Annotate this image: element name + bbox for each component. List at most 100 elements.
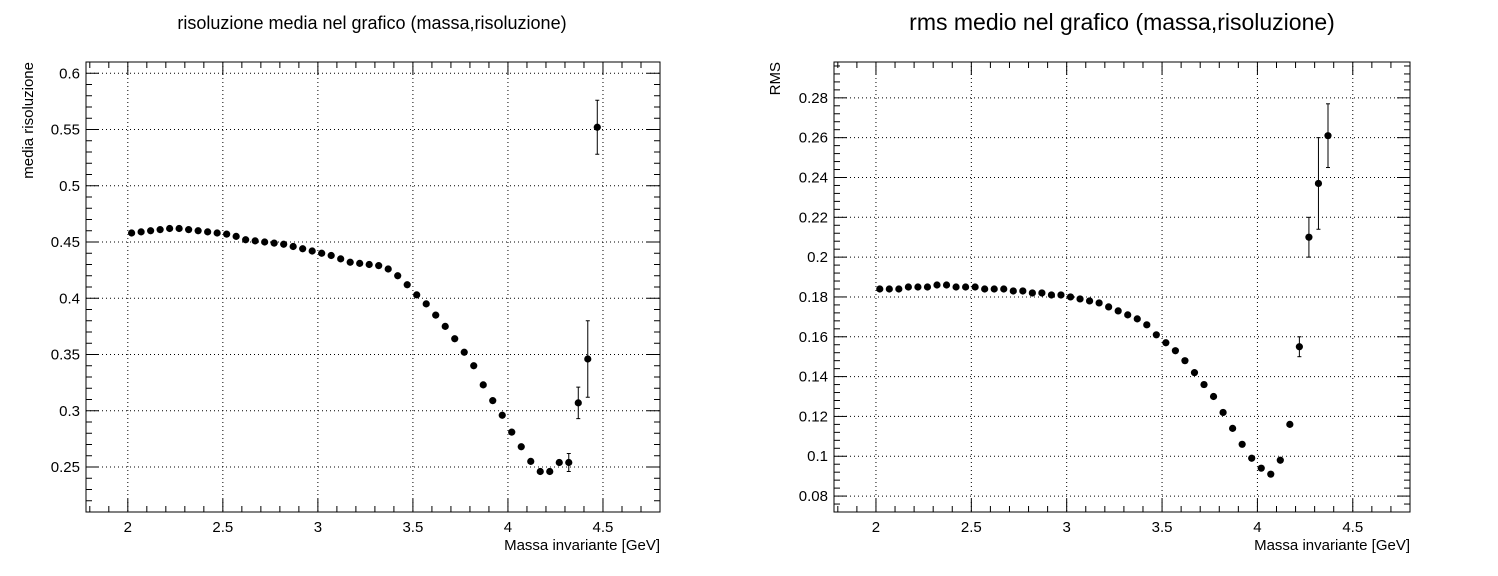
chart-panel-1: risoluzione media nel grafico (massa,ris…: [20, 13, 661, 554]
x-tick-label: 3.5: [1152, 519, 1173, 536]
data-point: [1028, 289, 1036, 297]
data-point: [536, 467, 544, 476]
data-point: [1305, 233, 1313, 241]
y-tick-label: 0.12: [799, 408, 828, 425]
data-point: [923, 283, 932, 291]
data-point: [1324, 132, 1332, 140]
data-point: [876, 285, 884, 293]
plot-frame: [833, 61, 1411, 513]
data-point: [223, 230, 231, 238]
data-point: [365, 260, 373, 269]
y-tick-label: 0.3: [59, 403, 80, 420]
chart-title: risoluzione media nel grafico (massa,ris…: [177, 13, 566, 33]
data-point: [942, 281, 951, 289]
x-tick-label: 3.5: [402, 519, 423, 536]
data-point: [432, 311, 440, 319]
data-point: [1209, 392, 1218, 401]
x-axis-label: Massa invariante [GeV]: [504, 537, 660, 554]
data-point: [1190, 369, 1199, 377]
y-tick-label: 0.55: [51, 122, 80, 139]
data-point: [1219, 408, 1227, 417]
y-tick-label: 0.5: [59, 178, 80, 195]
data-point: [346, 258, 354, 266]
x-tick-label: 4.5: [593, 519, 614, 536]
data-point: [1248, 454, 1256, 462]
data-point: [1229, 424, 1237, 432]
data-point: [895, 285, 903, 293]
x-tick-label: 4: [504, 519, 512, 536]
data-point: [498, 411, 506, 419]
data-point: [308, 247, 316, 255]
data-point: [470, 362, 478, 370]
y-tick-label: 0.45: [51, 234, 80, 251]
data-point: [137, 228, 145, 236]
data-point: [1257, 464, 1265, 472]
data-point: [299, 245, 307, 253]
data-point: [914, 283, 922, 291]
x-tick-label: 4: [1253, 519, 1261, 536]
y-tick-label: 0.4: [59, 290, 80, 307]
data-point: [933, 281, 941, 289]
x-tick-label: 4.5: [1342, 519, 1363, 536]
y-tick-label: 0.16: [799, 329, 828, 346]
data-point: [584, 355, 592, 363]
data-point: [565, 458, 573, 467]
data-point: [1019, 287, 1027, 295]
data-point: [952, 283, 960, 291]
chart-panel-2: rms medio nel grafico (massa,risoluzione…: [767, 9, 1411, 554]
data-point: [460, 348, 468, 356]
data-point: [1133, 315, 1141, 323]
data-point: [904, 283, 912, 291]
data-point: [280, 240, 288, 248]
data-point: [128, 229, 136, 237]
y-tick-label: 0.6: [59, 65, 80, 82]
data-point: [1076, 295, 1084, 303]
data-point: [1181, 357, 1189, 365]
data-point: [337, 255, 345, 263]
data-point: [194, 227, 202, 235]
data-point: [1095, 299, 1103, 307]
x-tick-label: 3: [314, 519, 322, 536]
x-tick-label: 2.5: [961, 519, 982, 536]
y-axis-label: RMS: [767, 62, 784, 95]
data-point: [166, 224, 174, 233]
data-point: [1314, 179, 1323, 188]
data-point: [1085, 297, 1094, 305]
y-tick-label: 0.35: [51, 347, 80, 364]
data-point: [394, 272, 402, 280]
x-tick-label: 2: [124, 519, 132, 536]
data-point: [384, 265, 392, 273]
data-point: [981, 285, 989, 293]
data-point: [156, 226, 164, 234]
x-tick-label: 2: [872, 519, 880, 536]
data-point: [990, 285, 998, 293]
data-point: [175, 224, 183, 233]
data-point: [1047, 291, 1056, 299]
data-point: [375, 262, 383, 270]
y-tick-label: 0.14: [799, 369, 828, 386]
data-point: [1152, 331, 1160, 339]
data-point: [1124, 311, 1132, 319]
data-point: [1066, 293, 1075, 301]
data-point: [270, 239, 278, 247]
data-series-1: [128, 99, 601, 476]
y-tick-label: 0.26: [799, 130, 828, 147]
data-point: [451, 335, 459, 343]
data-point: [232, 232, 240, 240]
data-point: [517, 443, 525, 451]
data-series-1: [876, 103, 1332, 478]
data-point: [962, 283, 970, 291]
data-point: [1009, 287, 1017, 295]
data-point: [261, 238, 269, 246]
data-point: [204, 228, 212, 236]
x-tick-label: 2.5: [212, 519, 233, 536]
data-point: [971, 283, 979, 291]
data-point: [242, 236, 250, 244]
data-point: [1038, 289, 1046, 297]
y-tick-label: 0.2: [807, 249, 828, 266]
data-point: [1114, 307, 1122, 315]
data-point: [593, 123, 601, 131]
data-point: [356, 259, 364, 267]
y-tick-label: 0.08: [799, 488, 828, 505]
